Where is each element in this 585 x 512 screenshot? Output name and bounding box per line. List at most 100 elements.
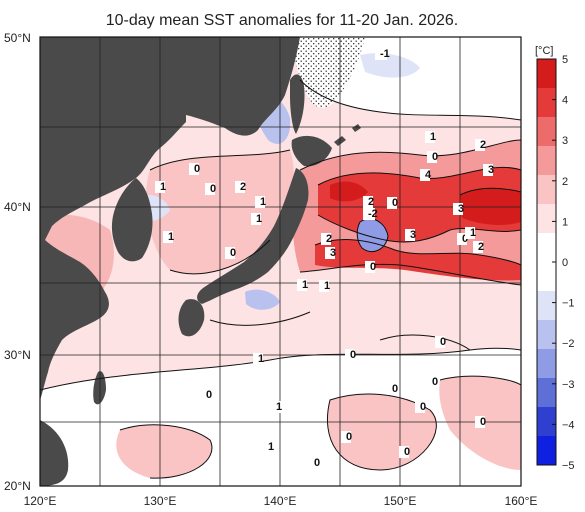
contour-label: 1	[324, 280, 330, 292]
legend-color-step	[537, 59, 556, 89]
legend-tick-label: −3	[562, 379, 575, 391]
legend-tick-label: −2	[562, 338, 575, 350]
land-sakhalin	[290, 74, 305, 134]
contour-label-bg	[363, 208, 375, 220]
contour-label: 1	[260, 196, 266, 208]
contour-label: 1	[430, 131, 436, 143]
contour-label-bg	[321, 233, 331, 245]
land-asia	[40, 37, 300, 400]
contour-line	[459, 187, 521, 196]
legend-tick-label: 2	[562, 176, 568, 188]
contour-label: 2	[240, 181, 246, 193]
contour-label: 0	[194, 163, 200, 175]
land-korea	[111, 178, 153, 262]
contour-label-bg	[399, 446, 409, 458]
legend-color-step	[537, 175, 556, 205]
contour-label-bg	[345, 349, 355, 361]
contour-label-bg	[387, 383, 397, 395]
contour-line	[356, 218, 389, 252]
legend-tick-label: 1	[562, 216, 568, 228]
contour-label-bg	[415, 401, 425, 413]
legend-color-step	[537, 262, 556, 292]
legend-color-step	[537, 378, 556, 408]
contour-line	[326, 393, 437, 471]
contour-label: -1	[380, 48, 390, 60]
contour-label-bg	[405, 229, 415, 241]
contour-label: 0	[314, 457, 320, 469]
contour-line	[119, 424, 213, 479]
legend-tick-label: −4	[562, 419, 575, 431]
map-title: 10-day mean SST anomalies for 11-20 Jan.…	[106, 12, 459, 29]
legend-color-step	[537, 436, 556, 466]
contour-label: 1	[276, 401, 282, 413]
lon-label-130: 130°E	[144, 494, 177, 508]
contour-label-bg	[425, 131, 435, 143]
cool-patch-south-japan	[245, 289, 280, 310]
contour-label: 0	[210, 183, 216, 195]
contour-label-bg	[155, 181, 165, 193]
legend-tick-label: −5	[562, 460, 575, 472]
contour-label: 2	[326, 233, 332, 245]
contour-label-bg	[297, 279, 307, 291]
contour-label: 3	[330, 247, 336, 259]
graticule	[40, 37, 521, 486]
contour-label-bg	[427, 376, 437, 388]
land-luzon	[40, 420, 69, 486]
lon-label-150: 150°E	[384, 494, 417, 508]
lat-label-40: 40°N	[4, 200, 31, 214]
legend-tick-label: 0	[562, 257, 568, 269]
plot-frame	[39, 36, 522, 487]
legend-color-step	[537, 117, 556, 147]
contour-label: -2	[368, 208, 378, 220]
contour-label: 1	[302, 279, 308, 291]
contour-label: 0	[392, 197, 398, 209]
lat-label-50: 50°N	[4, 31, 31, 45]
contour-label-bg	[309, 457, 319, 469]
contour-line	[317, 214, 521, 243]
contour-label: 2	[480, 139, 486, 151]
legend-color-step	[537, 204, 556, 234]
contour-label-bg	[475, 139, 485, 151]
contour-label-bg	[483, 164, 493, 176]
contour-label-bg	[453, 203, 463, 215]
contour-label-bg	[473, 241, 483, 253]
lat-label-20: 20°N	[4, 479, 31, 493]
contour-label-bg	[255, 196, 265, 208]
legend-unit: [°C]	[535, 45, 553, 57]
contour-label-bg	[225, 247, 235, 259]
land-kyushu	[178, 299, 205, 337]
land-honshu	[197, 168, 309, 304]
contour-label-bg	[201, 389, 211, 401]
contour-label-bg	[271, 401, 281, 413]
legend-color-step	[537, 88, 556, 118]
contour-label-bg	[253, 353, 263, 365]
contour-label: 0	[440, 336, 446, 348]
contour-label: 1	[268, 441, 274, 453]
legend-ticks: 5 4 3 2 1 0 −1 −2 −3 −4 −5	[552, 54, 575, 472]
plot-area	[40, 37, 521, 486]
contour-label: 0	[480, 416, 486, 428]
contour-label-bg	[365, 261, 375, 273]
contour-label: 1	[256, 213, 262, 225]
contour-label-bg	[205, 183, 215, 195]
contour-label: 3	[458, 203, 464, 215]
contour-label: 0	[404, 446, 410, 458]
legend-color-step	[537, 233, 556, 263]
contour-label: 0	[432, 376, 438, 388]
legend-color-step	[537, 407, 556, 437]
land-hokkaido	[291, 135, 332, 167]
lat-label-30: 30°N	[4, 348, 31, 362]
contour-label: 0	[392, 383, 398, 395]
legend-tick-label: 3	[562, 135, 568, 147]
contour-label-bg	[457, 233, 467, 245]
contour-label-bg	[363, 196, 373, 208]
legend-tick-label: −1	[562, 298, 575, 310]
contour-label-bg	[319, 280, 329, 292]
contour-label-bg	[235, 181, 245, 193]
contour-label: 2	[368, 196, 374, 208]
contour-labels: -11023430122-203002111012311100001000001…	[155, 48, 494, 469]
legend-color-step	[537, 146, 556, 176]
contour-label-bg	[251, 213, 261, 225]
contour-label: 0	[432, 151, 438, 163]
contour-label: 0	[346, 431, 352, 443]
